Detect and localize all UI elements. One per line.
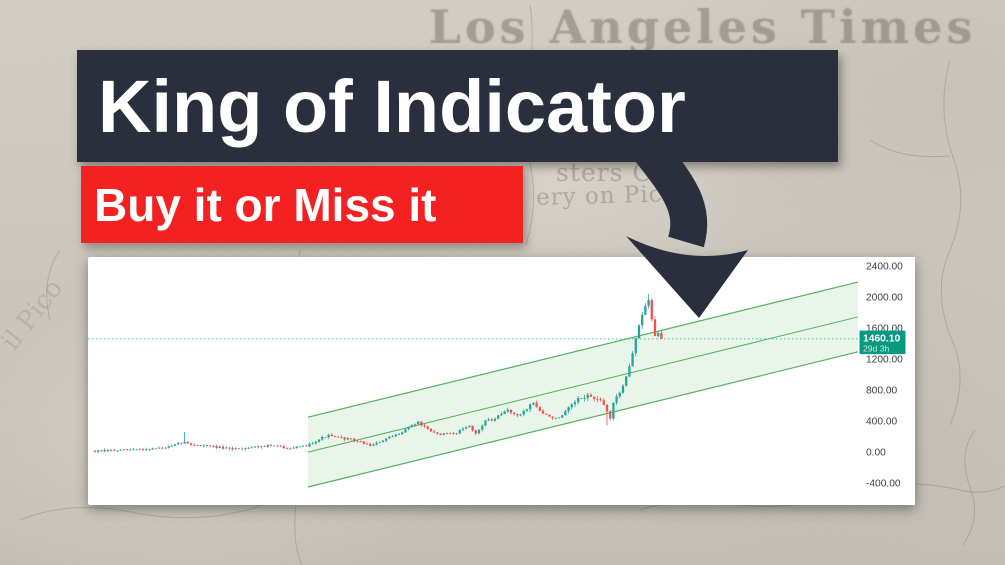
bar-countdown-label: 29d 3h: [863, 343, 890, 353]
headline-banner: King of Indicator: [77, 50, 838, 162]
headline-text: King of Indicator: [98, 64, 686, 148]
svg-text:2000.00: 2000.00: [866, 293, 903, 304]
svg-text:1200.00: 1200.00: [866, 355, 903, 366]
newspaper-masthead: Los Angeles Times: [428, 0, 977, 54]
svg-text:800.00: 800.00: [866, 386, 897, 397]
svg-text:1600.00: 1600.00: [866, 324, 903, 335]
subheadline-text: Buy it or Miss it: [94, 178, 437, 231]
last-price-label: 1460.10: [863, 334, 900, 345]
svg-text:2400.00: 2400.00: [866, 262, 903, 273]
svg-text:400.00: 400.00: [866, 417, 897, 428]
svg-text:0.00: 0.00: [866, 448, 886, 459]
candlestick-chart: 2400.00 2000.00 1600.00 1200.00 800.00 400.00…: [88, 257, 915, 505]
subheadline-banner: Buy it or Miss it: [81, 166, 523, 243]
svg-text:-400.00: -400.00: [866, 479, 901, 490]
chart-card: 2400.00 2000.00 1600.00 1200.00 800.00 400.00…: [88, 257, 915, 505]
